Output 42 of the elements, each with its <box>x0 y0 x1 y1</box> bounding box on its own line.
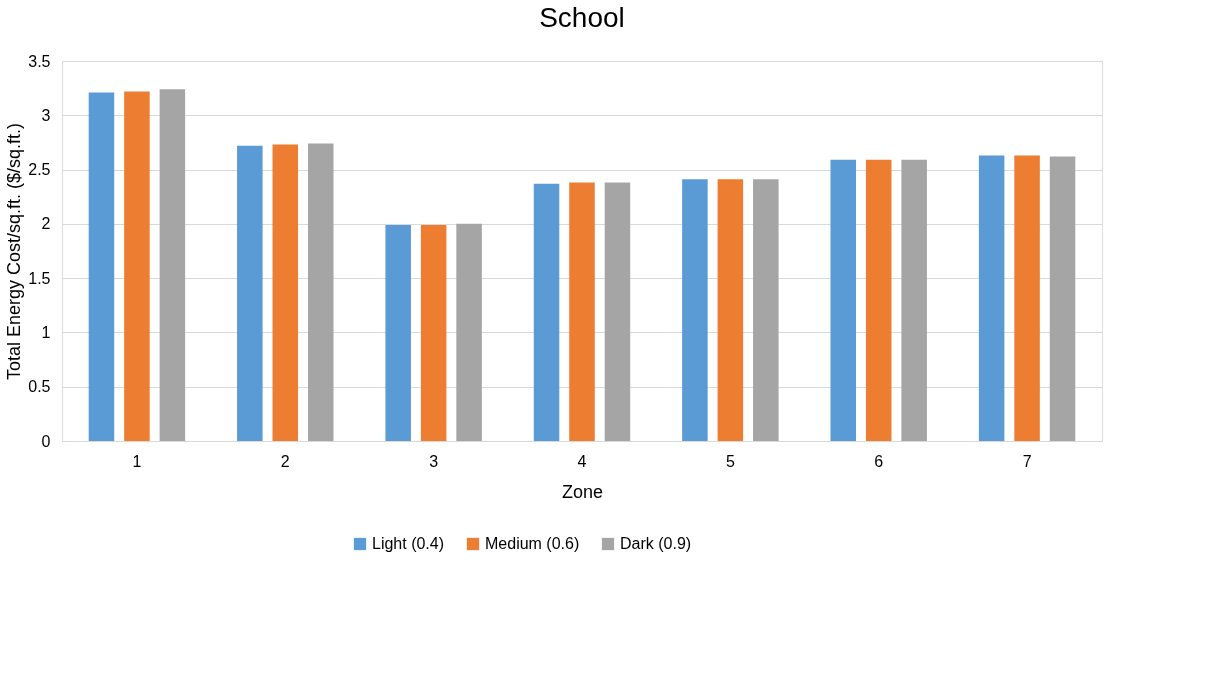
legend-label: Medium (0.6) <box>485 535 580 552</box>
y-tick-label: 3 <box>41 106 51 124</box>
x-tick-label: 6 <box>874 452 884 470</box>
bar <box>272 144 299 441</box>
bar <box>124 91 150 441</box>
bar <box>456 223 482 441</box>
legend-label: Dark (0.9) <box>620 535 692 552</box>
bar <box>604 182 631 441</box>
y-tick-label: 2 <box>41 215 51 233</box>
x-tick-label: 5 <box>725 452 735 470</box>
bar <box>88 92 115 441</box>
bar <box>1014 155 1040 441</box>
y-tick-label: 0.5 <box>28 378 51 396</box>
bar <box>307 143 334 441</box>
x-tick-label: 1 <box>132 452 142 470</box>
y-tick-label: 2.5 <box>28 161 51 179</box>
chart-title: School <box>539 2 625 33</box>
bar <box>682 179 708 441</box>
y-tick-label: 1 <box>41 323 51 341</box>
bar <box>237 145 263 441</box>
bar <box>569 182 595 441</box>
bar <box>159 89 186 441</box>
bar <box>717 179 744 441</box>
y-axis-title: Total Energy Cost/sq.ft. ($/sq.ft.) <box>4 122 25 381</box>
x-tick-label: 7 <box>1022 452 1032 470</box>
bar <box>978 155 1005 441</box>
bar <box>385 224 411 441</box>
bar <box>420 224 447 441</box>
y-tick-label: 0 <box>41 432 51 450</box>
bar <box>533 183 560 441</box>
x-tick-label: 4 <box>577 452 587 470</box>
legend-label: Light (0.4) <box>372 535 445 552</box>
y-tick-label: 3.5 <box>28 52 51 70</box>
bar <box>901 159 927 441</box>
bar <box>1049 156 1076 441</box>
y-tick-label: 1.5 <box>28 269 51 287</box>
x-tick-label: 3 <box>429 452 439 470</box>
bar <box>753 179 779 441</box>
bar <box>865 159 892 441</box>
x-axis-title: Zone <box>561 481 604 502</box>
x-tick-label: 2 <box>280 452 290 470</box>
bar <box>830 159 857 441</box>
